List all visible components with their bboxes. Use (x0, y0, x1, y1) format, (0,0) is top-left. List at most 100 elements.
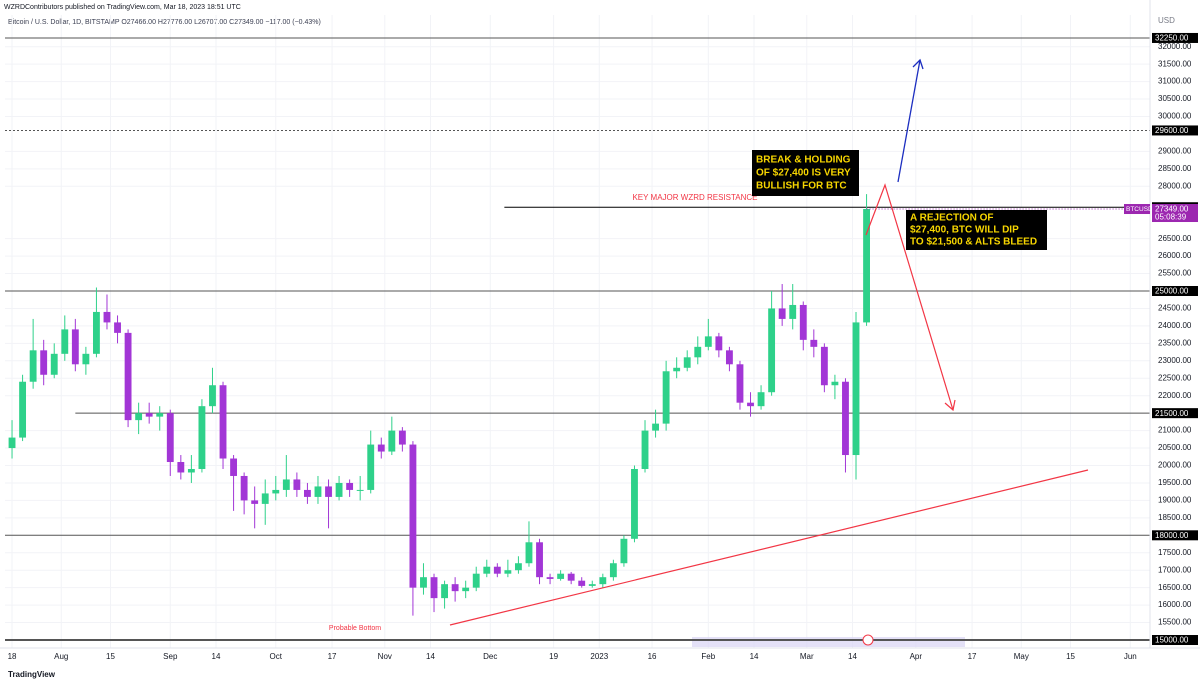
y-tick-label: 26000.00 (1158, 251, 1192, 260)
candle-body (631, 468, 638, 539)
y-tick-label: 30000.00 (1158, 112, 1192, 121)
candle-body (557, 573, 565, 579)
candle-body (641, 430, 649, 469)
y-tick-label: 29000.00 (1158, 147, 1192, 156)
candle-body (388, 430, 396, 452)
y-tick-label: 21000.00 (1158, 426, 1192, 435)
header: WZRDContributors published on TradingVie… (4, 4, 241, 11)
level-tag (1152, 408, 1198, 419)
level-label: 18000.00 (1155, 531, 1189, 540)
candle-body (71, 329, 79, 365)
level-label: 15000.00 (1155, 636, 1189, 645)
y-tick-label: 18500.00 (1158, 513, 1192, 522)
x-tick-label: May (1014, 652, 1029, 661)
x-tick-label: Feb (701, 652, 715, 661)
candle-body (673, 367, 681, 372)
countdown: 05:08:39 (1155, 213, 1187, 222)
candle-body (683, 357, 691, 368)
candle-body (725, 350, 733, 365)
candle-body (409, 444, 417, 588)
candle-body (430, 577, 438, 599)
candle-body (82, 353, 90, 365)
candle-body (842, 381, 849, 456)
y-tick-label: 26500.00 (1158, 234, 1192, 243)
y-tick-label: 16000.00 (1158, 600, 1192, 609)
candle-body (166, 413, 174, 463)
y-tick-label: 19000.00 (1158, 496, 1192, 505)
level-tag (1152, 285, 1198, 296)
arrow-head (912, 58, 924, 70)
symbol-label: BTCUSD (1126, 206, 1153, 213)
x-tick-label: 14 (750, 652, 759, 661)
candle-body (472, 573, 480, 588)
y-tick-label: 24500.00 (1158, 304, 1192, 313)
y-tick-label: 22000.00 (1158, 391, 1192, 400)
candle-body (820, 346, 828, 386)
note-line: A REJECTION OF (910, 213, 994, 224)
note-line: BREAK & HOLDING (756, 155, 851, 166)
candle-body (578, 580, 586, 586)
note-line: TO $21,500 & ALTS BLEED (910, 237, 1037, 248)
candle-body (314, 486, 322, 497)
y-tick-label: 20000.00 (1158, 461, 1192, 470)
candle-body (293, 479, 301, 490)
note-line: $27,400, BTC WILL DIP (910, 225, 1019, 236)
x-tick-label: 2023 (590, 652, 608, 661)
y-tick-label: 15500.00 (1158, 618, 1192, 627)
y-tick-label: 19500.00 (1158, 478, 1192, 487)
x-tick-label: 17 (328, 652, 337, 661)
candle-body (377, 444, 385, 452)
candle-body (420, 577, 427, 588)
candle-body (462, 587, 470, 592)
candle-body (325, 486, 332, 497)
candle-body (272, 489, 280, 494)
candle-body (219, 385, 227, 459)
y-tick-label: 31500.00 (1158, 59, 1192, 68)
candle-body (504, 570, 512, 574)
footer: TradingView (8, 670, 56, 679)
candle-body (240, 475, 248, 501)
candle-body (441, 584, 449, 599)
candle-body (620, 538, 628, 564)
candle-body (662, 371, 670, 424)
x-tick-label: 16 (648, 652, 657, 661)
x-tick-label: 19 (549, 652, 558, 661)
candle-body (303, 489, 311, 497)
price-label: 27349.00 (1155, 205, 1189, 214)
x-tick-label: Sep (163, 652, 178, 661)
range-highlight (692, 637, 965, 647)
candle-body (652, 423, 659, 431)
candle-body (209, 385, 216, 407)
y-tick-label: 30500.00 (1158, 94, 1192, 103)
y-tick-label: 23000.00 (1158, 356, 1192, 365)
x-tick-label: 14 (426, 652, 435, 661)
candle-body (599, 577, 607, 585)
candle-body (29, 350, 37, 382)
x-tick-label: 14 (848, 652, 857, 661)
bear-arrow (865, 183, 954, 411)
x-tick-label: Jun (1124, 652, 1137, 661)
level-label: 21500.00 (1155, 409, 1189, 418)
candle-body (736, 364, 744, 403)
note-box (752, 150, 859, 196)
candle-body (536, 542, 543, 578)
candle-body (483, 566, 491, 574)
candle-body (810, 339, 818, 347)
candle-body (198, 406, 206, 469)
candle-body (346, 482, 354, 490)
x-tick-label: Oct (270, 652, 283, 661)
candle-body (177, 462, 185, 473)
y-tick-label: 22500.00 (1158, 373, 1192, 382)
y-tick-label: 25500.00 (1158, 269, 1192, 278)
currency: USD (1158, 16, 1175, 25)
candle-body (715, 336, 723, 351)
x-tick-label: 17 (968, 652, 977, 661)
candle-body (588, 584, 596, 586)
candle-body (789, 304, 797, 319)
candle-body (282, 479, 290, 490)
candle-body (135, 413, 143, 421)
candle-body (831, 381, 839, 386)
candle-body (747, 402, 754, 407)
